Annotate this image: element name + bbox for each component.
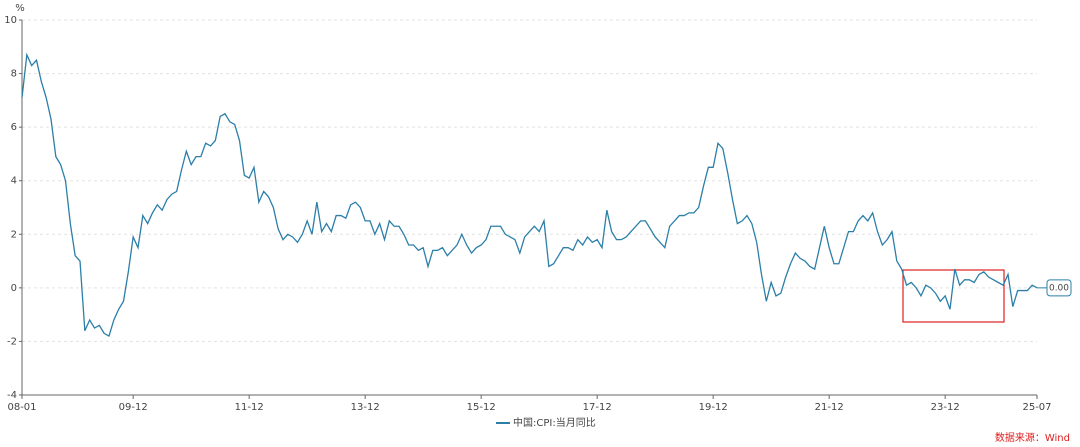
- y-tick-label: 2: [11, 229, 17, 240]
- series-line: [21, 52, 1038, 338]
- highlight-box: [902, 269, 1005, 323]
- y-tick-label: 10: [4, 15, 17, 26]
- y-tick-label: -2: [7, 336, 17, 347]
- y-tick-label: -4: [7, 390, 17, 401]
- y-tick-label: 8: [11, 69, 17, 80]
- x-tick-label: 15-12: [467, 402, 496, 413]
- x-tick-label: 19-12: [699, 402, 728, 413]
- y-tick-label: 4: [11, 176, 17, 187]
- y-unit: %: [15, 3, 25, 14]
- x-tick-label: 13-12: [351, 402, 380, 413]
- value-label: 0.00: [1049, 283, 1069, 293]
- x-tick-label: 21-12: [815, 402, 844, 413]
- x-tick-label: 23-12: [931, 402, 960, 413]
- x-tick-label: 08-01: [7, 402, 36, 413]
- y-tick-label: 0: [11, 283, 17, 294]
- legend-label: 中国:CPI:当月同比: [513, 416, 596, 429]
- x-tick-label: 11-12: [235, 402, 264, 413]
- source-note: 数据来源：Wind: [995, 431, 1070, 444]
- y-tick-label: 6: [11, 122, 17, 133]
- x-tick-label: 25-07: [1022, 402, 1051, 413]
- label-box: [1046, 279, 1072, 297]
- x-tick-label: 17-12: [583, 402, 612, 413]
- x-tick-label: 09-12: [119, 402, 148, 413]
